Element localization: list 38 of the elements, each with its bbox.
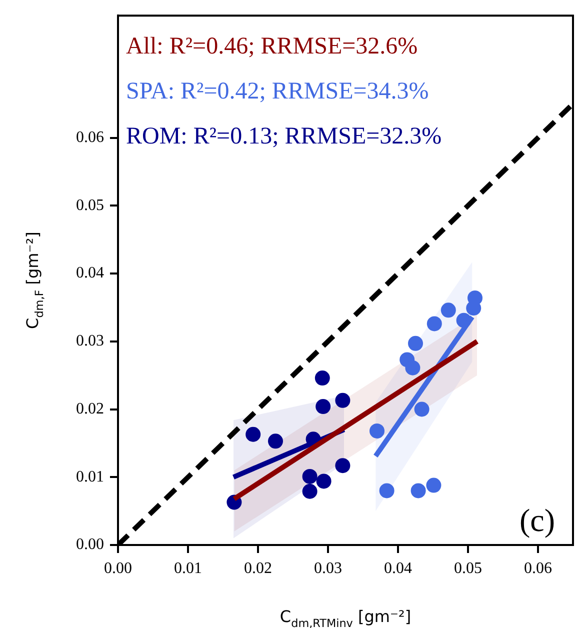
annotation: SPA: R²=0.42; RRMSE=34.3% — [126, 78, 429, 105]
y-tick-label: 0.02 — [76, 400, 104, 418]
x-tick-label: 0.03 — [314, 560, 342, 577]
y-tick-label: 0.06 — [76, 128, 104, 146]
point — [414, 402, 430, 417]
x-tick-label: 0.04 — [384, 560, 412, 577]
y-tick-label: 0.01 — [76, 468, 104, 486]
x-tick-label: 0.06 — [524, 560, 552, 577]
point — [314, 370, 330, 386]
point — [370, 423, 384, 438]
point — [268, 434, 283, 449]
point — [426, 316, 442, 332]
annotation: ROM: R²=0.13; RRMSE=32.3% — [126, 124, 442, 150]
y-tick-label: 0.03 — [76, 332, 104, 350]
annotation: All: R²=0.46; RRMSE=32.6% — [126, 34, 418, 60]
point — [466, 300, 482, 316]
y-tick-label: 0.05 — [76, 196, 104, 214]
x-tick-label: 0.01 — [174, 560, 202, 577]
point — [379, 483, 394, 498]
y-tick-label: 0.00 — [76, 536, 104, 554]
point — [410, 483, 426, 498]
point — [335, 392, 350, 408]
point — [246, 426, 261, 442]
point — [405, 360, 420, 376]
point — [440, 302, 456, 318]
point — [302, 468, 318, 484]
point — [335, 458, 350, 474]
x-tick-label: 0.02 — [244, 560, 272, 577]
point — [302, 484, 318, 499]
point — [316, 474, 332, 489]
point — [316, 399, 331, 414]
x-tick-label: 0.05 — [454, 560, 482, 577]
annotation: (c) — [519, 502, 555, 538]
y-axis-title: Cdm,F [gm⁻²] — [23, 232, 46, 329]
y-tick-label: 0.04 — [76, 264, 104, 282]
point — [408, 336, 423, 351]
point — [426, 478, 442, 493]
x-tick-label: 0.00 — [104, 560, 132, 577]
